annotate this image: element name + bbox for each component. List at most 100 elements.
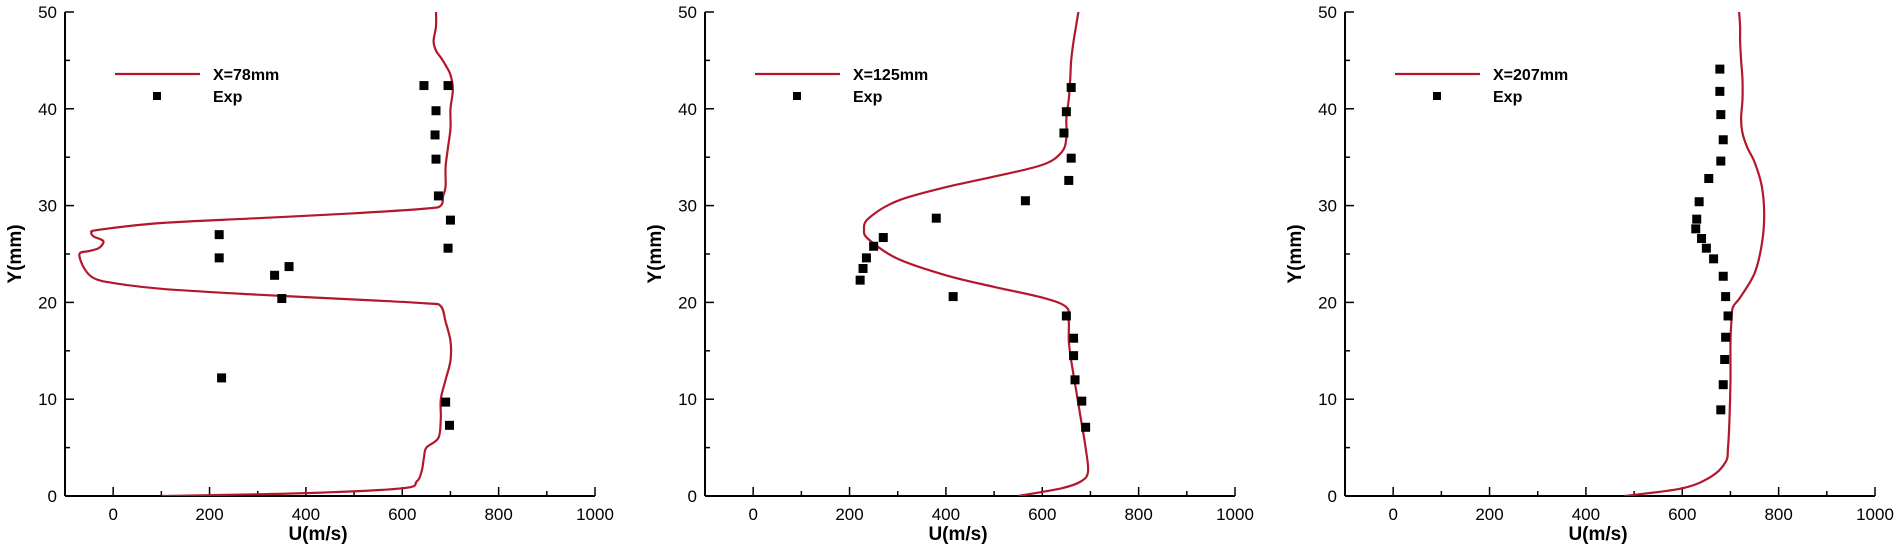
exp-data-point [1716,110,1726,120]
x-tick-label: 600 [1028,505,1056,524]
exp-data-point [1718,380,1728,390]
y-tick-label: 40 [38,100,57,119]
exp-data-point [284,262,294,272]
y-tick-label: 10 [1318,390,1337,409]
exp-data-point [1716,156,1726,166]
y-tick-label: 0 [1328,487,1337,506]
exp-data-point [1694,197,1704,207]
y-tick-label: 30 [38,197,57,216]
x-tick-label: 600 [1668,505,1696,524]
x-tick-label: 800 [484,505,512,524]
legend-marker-swatch [153,92,161,100]
exp-data-point [1059,128,1069,138]
y-tick-label: 10 [38,390,57,409]
exp-data-point [1069,351,1079,361]
exp-data-point [1020,196,1030,206]
y-axis-title: Y(mm) [645,224,666,283]
exp-data-point [1066,153,1076,163]
exp-data-point [419,81,429,91]
series-line-X=78mm [78,12,455,496]
exp-data-point [855,275,865,285]
chart-panel-2: 0 200 400 600 800 1000 0 10 20 30 40 50 U(m/s) Y(mm) X… [645,3,1254,545]
exp-data-point [858,264,868,274]
exp-data-point [948,292,958,302]
y-tick-label: 50 [1318,3,1337,22]
x-axis-title: U(m/s) [288,524,347,545]
exp-data-point [861,253,871,263]
x-tick-label: 1000 [1856,505,1894,524]
y-tick-label: 50 [38,3,57,22]
y-tick-label: 0 [48,487,57,506]
x-axis-title: U(m/s) [1568,524,1627,545]
x-axis-title: U(m/s) [928,524,987,545]
exp-data-point [444,420,454,430]
exp-data-point [1704,173,1714,183]
exp-data-point [1720,355,1730,365]
exp-data-point [1064,175,1074,185]
exp-data-point [1715,86,1725,96]
exp-data-point [1701,243,1711,253]
x-tick-label: 800 [1764,505,1792,524]
x-tick-label: 0 [1388,505,1397,524]
exp-data-point [1723,311,1733,321]
y-tick-label: 10 [678,390,697,409]
exp-data-point [430,130,440,140]
exp-data-point [277,294,287,304]
legend-label-line: X=125mm [853,67,928,84]
exp-data-point [1691,224,1701,234]
series-line-X=207mm [1624,12,1766,496]
exp-data-point [214,230,224,240]
exp-data-point [869,241,879,251]
x-tick-label: 200 [1475,505,1503,524]
x-tick-label: 400 [932,505,960,524]
exp-data-point [1070,375,1080,385]
exp-data-point [1692,214,1702,224]
y-tick-label: 0 [688,487,697,506]
legend-label-exp: Exp [1493,89,1523,106]
exp-data-point [433,191,443,201]
exp-data-point [878,233,888,243]
exp-data-point [443,243,453,253]
exp-data-point [1716,405,1726,415]
x-tick-label: 400 [1572,505,1600,524]
exp-data-point [1721,292,1731,302]
x-tick-label: 1000 [576,505,614,524]
exp-data-point [1709,254,1719,264]
y-tick-label: 40 [678,100,697,119]
chart-panel-3: 0 200 400 600 800 1000 0 10 20 30 40 50 U(m/s) Y(mm) X… [1285,3,1894,545]
exp-data-point [1061,107,1071,117]
exp-data-point [443,81,453,91]
exp-data-point [1718,271,1728,281]
legend-marker-swatch [1433,92,1441,100]
exp-data-point [1061,311,1071,321]
y-tick-label: 30 [1318,197,1337,216]
exp-data-point [217,373,227,383]
exp-data-point [1069,333,1079,343]
exp-data-point [214,253,224,263]
x-tick-label: 0 [108,505,117,524]
exp-data-point [431,106,441,116]
exp-data-point [1721,332,1731,342]
exp-data-point [1718,135,1728,145]
x-tick-label: 600 [388,505,416,524]
exp-data-point [1697,234,1707,244]
x-tick-label: 200 [195,505,223,524]
exp-data-point [431,154,441,164]
chart-panel-1: 0 200 400 600 800 1000 0 10 20 30 40 50 U(m/s) Y(mm) X… [5,3,614,545]
y-tick-label: 40 [1318,100,1337,119]
legend-label-exp: Exp [853,89,883,106]
exp-data-point [445,215,455,225]
y-axis-title: Y(mm) [5,224,26,283]
x-tick-label: 400 [292,505,320,524]
exp-data-point [1715,64,1725,74]
exp-data-point [1081,422,1091,432]
y-tick-label: 20 [1318,293,1337,312]
y-tick-label: 50 [678,3,697,22]
legend-label-exp: Exp [213,89,243,106]
x-tick-label: 0 [748,505,757,524]
legend-label-line: X=78mm [213,67,279,84]
exp-data-point [1077,396,1087,406]
exp-data-point [1066,83,1076,93]
exp-data-point [931,213,941,223]
